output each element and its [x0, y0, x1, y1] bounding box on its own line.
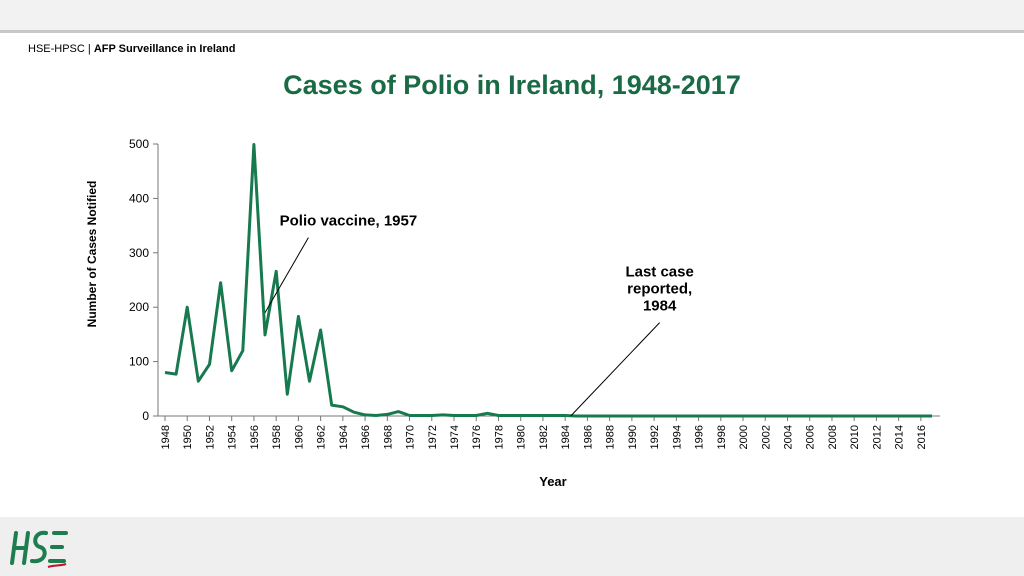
header-line: HSE-HPSC | AFP Surveillance in Ireland [28, 43, 235, 55]
series [164, 143, 932, 418]
x-tick-label: 1994 [671, 425, 683, 449]
y-tick-label: 200 [129, 300, 149, 314]
x-tick-label: 1980 [516, 425, 528, 449]
x-tick-label: 2000 [738, 425, 750, 449]
x-tick-label: 1948 [160, 425, 172, 449]
x-tick-label: 1958 [271, 425, 283, 449]
y-tick-label: 500 [129, 137, 149, 151]
y-axis: 0 100 200 300 400 500 [129, 137, 159, 423]
footer [0, 517, 1024, 576]
x-tick-label: 2004 [782, 425, 794, 449]
x-tick-label: 1986 [582, 425, 594, 449]
x-tick-label: 2006 [805, 425, 817, 449]
x-tick-label: 1950 [182, 425, 194, 449]
top-band [0, 0, 1024, 33]
x-tick-label: 1954 [227, 425, 239, 449]
y-tick-label: 300 [129, 246, 149, 260]
x-tick-label: 1968 [382, 425, 394, 449]
annotations: Polio vaccine, 1957 Last casereported,198… [264, 213, 694, 417]
x-tick-label: 1974 [449, 425, 461, 449]
annotation-pointer [570, 322, 661, 417]
x-tick-label: 2002 [760, 425, 772, 449]
x-tick-label: 1996 [694, 425, 706, 449]
x-tick-label: 1990 [627, 425, 639, 449]
x-tick-label: 1984 [560, 425, 572, 449]
x-tick-label: 1982 [538, 425, 550, 449]
x-tick-label: 2012 [871, 425, 883, 449]
annotation-text: reported, [627, 281, 692, 298]
x-tick-label: 1966 [360, 425, 372, 449]
annotation-text: 1984 [643, 298, 677, 315]
x-tick-label: 2014 [894, 425, 906, 449]
series-line [164, 143, 932, 418]
x-tick-label: 1972 [427, 425, 439, 449]
x-tick-label: 2016 [916, 425, 928, 449]
x-tick-label: 2010 [849, 425, 861, 449]
x-tick-label: 1970 [405, 425, 417, 449]
x-tick-label: 1978 [493, 425, 505, 449]
y-tick-label: 0 [142, 409, 149, 423]
x-tick-label: 2008 [827, 425, 839, 449]
header-section: AFP Surveillance in Ireland [93, 43, 236, 55]
x-tick-label: 1956 [249, 425, 261, 449]
chart-title: Cases of Polio in Ireland, 1948-2017 [283, 70, 741, 100]
x-tick-label: 1998 [716, 425, 728, 449]
x-tick-label: 1952 [204, 425, 216, 449]
annotation-pointer [264, 237, 309, 313]
y-tick-label: 400 [129, 191, 149, 205]
x-tick-label: 1992 [649, 425, 661, 449]
y-tick-label: 100 [129, 355, 149, 369]
header-org: HSE-HPSC [28, 43, 85, 55]
x-axis-label: Year [539, 474, 566, 489]
x-tick-label: 1976 [471, 425, 483, 449]
x-axis: 1948 1950 1952 1954 1956 1958 1960 1962 1964 1966… [158, 415, 940, 449]
annotation-text: Polio vaccine, 1957 [280, 213, 418, 230]
x-tick-label: 1962 [316, 425, 328, 449]
hse-logo [10, 530, 68, 568]
annotation-text: Last case [625, 264, 693, 281]
header-separator: | [84, 43, 94, 55]
y-axis-label: Number of Cases Notified [85, 181, 99, 328]
x-tick-label: 1964 [338, 425, 350, 449]
x-tick-label: 1988 [605, 425, 617, 449]
x-tick-label: 1960 [293, 425, 305, 449]
